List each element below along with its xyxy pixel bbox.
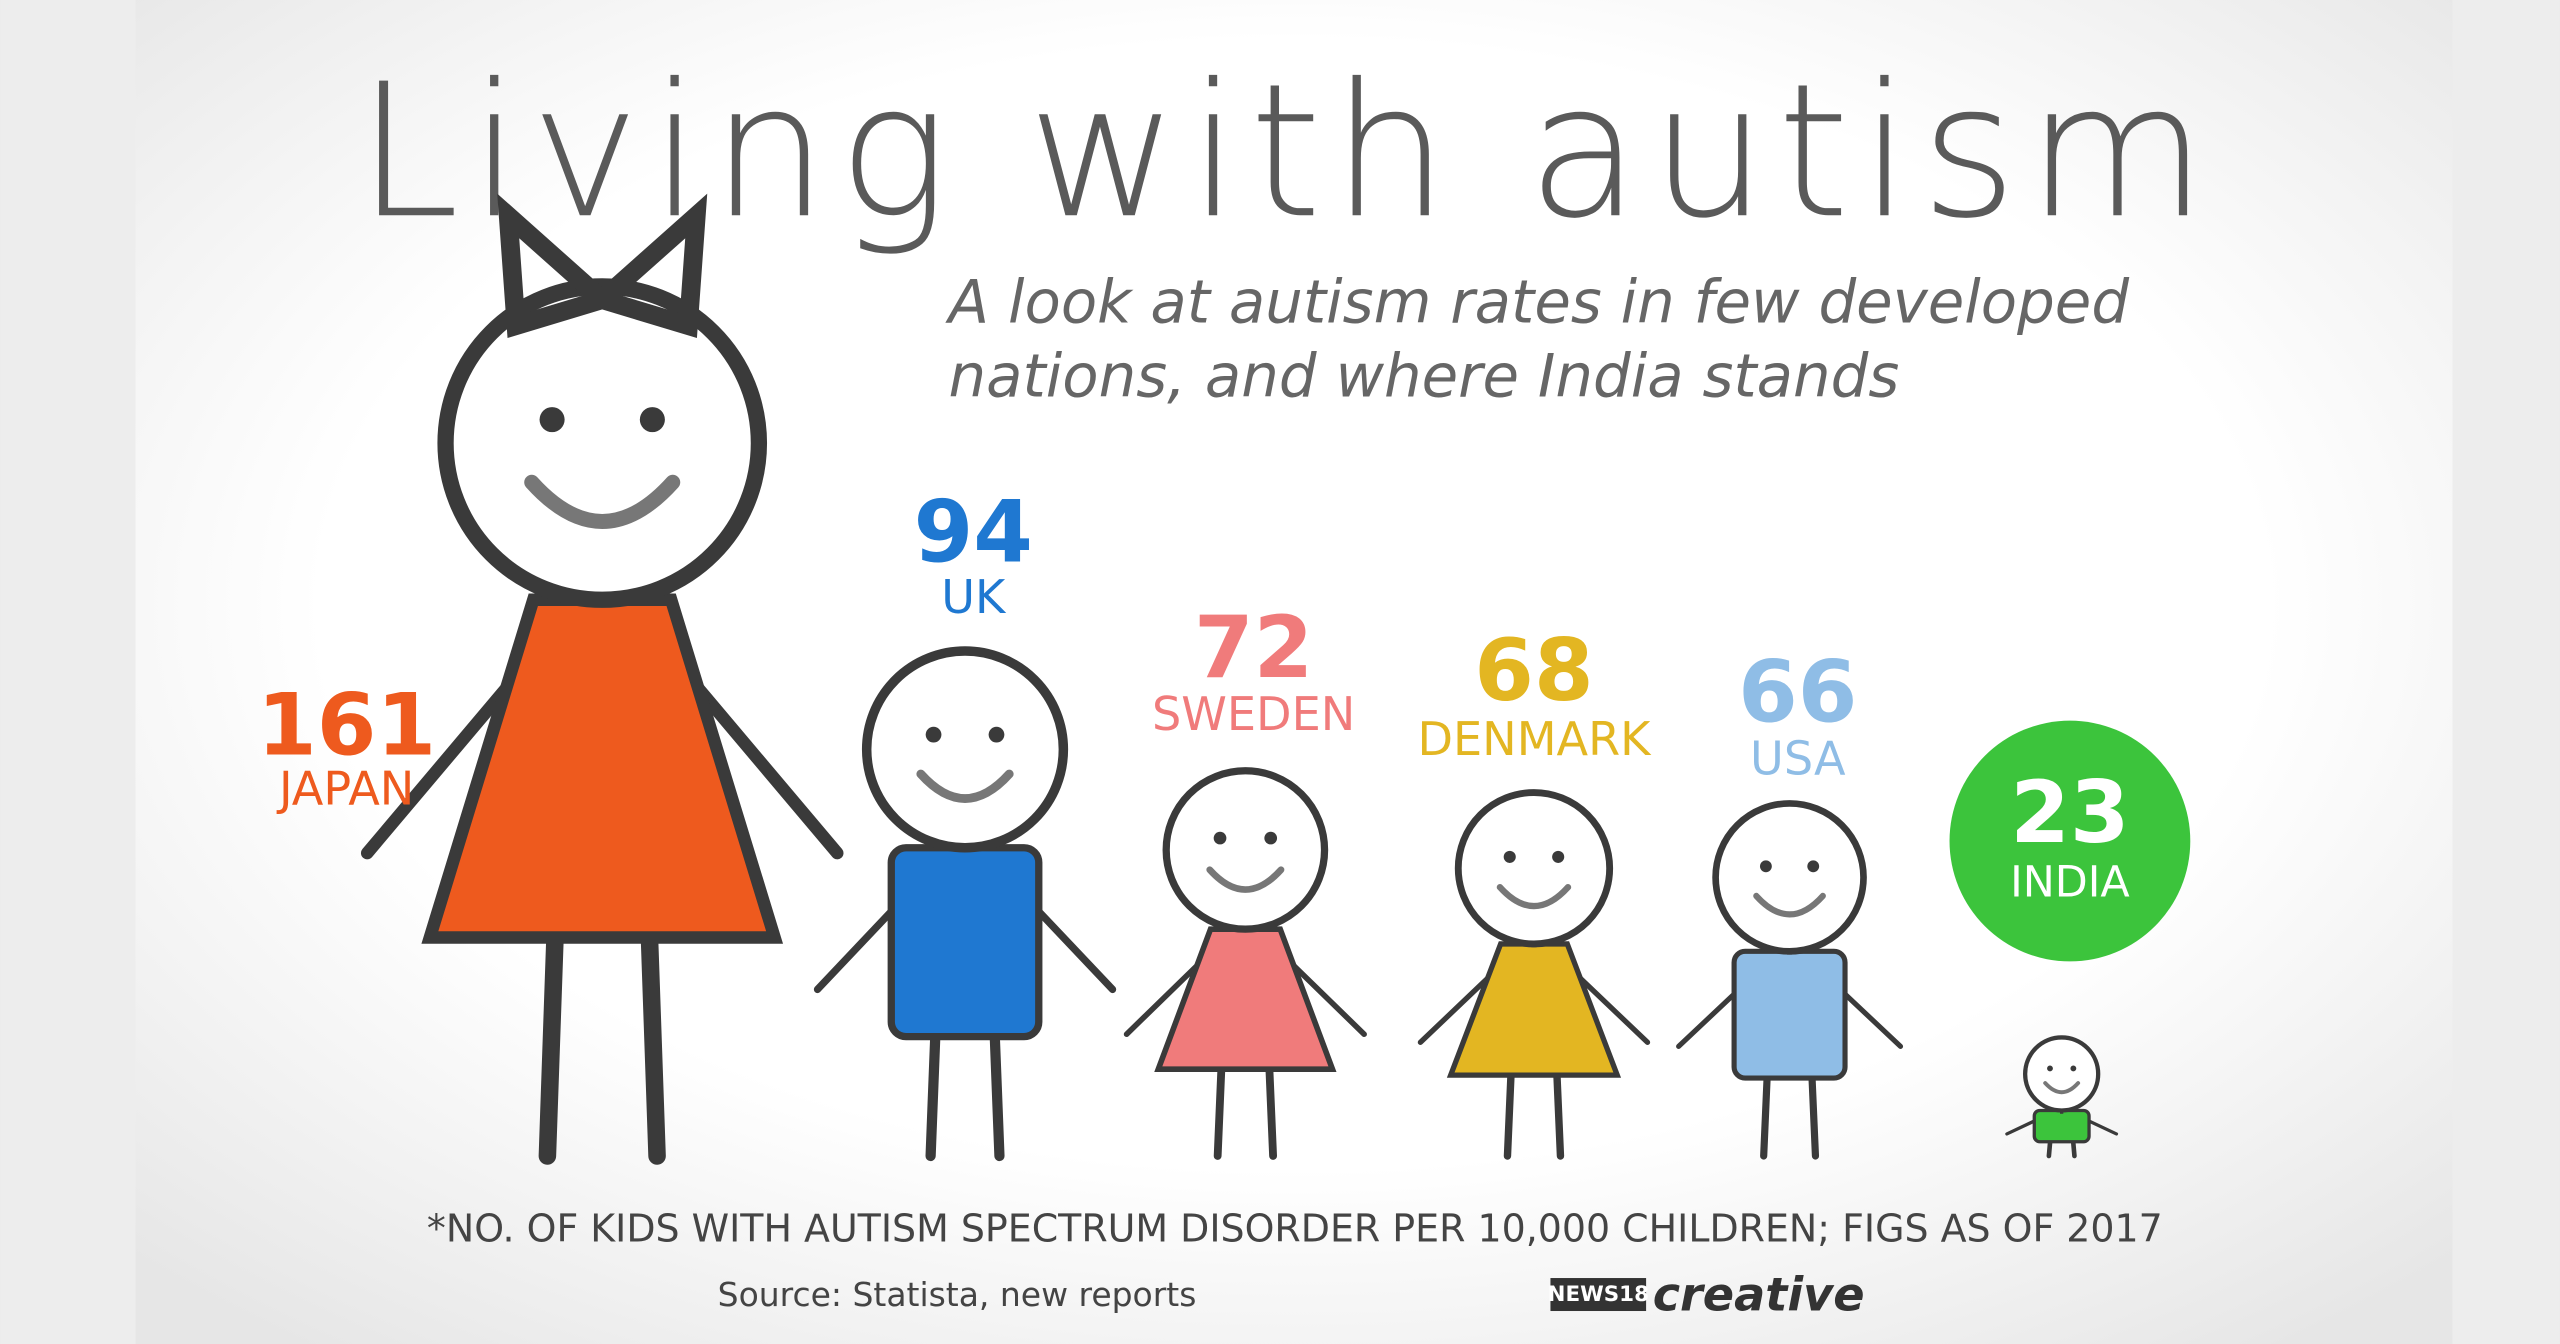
smile — [1496, 884, 1572, 910]
leg — [989, 1024, 1005, 1162]
subtitle: A look at autism rates in few developed — [945, 267, 2130, 336]
credit: creative — [1653, 1268, 1865, 1322]
title: Living with autism — [357, 44, 2217, 259]
source: Source: Statista, new reports — [718, 1275, 1197, 1314]
value-label: 72 — [1194, 598, 1313, 698]
logo: NEWS18 — [1548, 1282, 1649, 1307]
figure — [813, 646, 1117, 1162]
shirt — [887, 844, 1043, 1041]
value-label: 68 — [1474, 621, 1593, 721]
shirt — [2032, 1108, 2091, 1144]
india-badge — [1949, 720, 2191, 962]
eye — [2070, 1065, 2077, 1072]
head — [861, 646, 1069, 853]
head — [437, 278, 768, 608]
category-label: JAPAN — [276, 761, 414, 815]
figures — [360, 193, 2119, 1165]
category-label: USA — [1750, 732, 1846, 786]
value-label: 23 — [2010, 763, 2129, 863]
eye — [1552, 850, 1565, 863]
bow — [497, 193, 708, 338]
smile — [2043, 1081, 2081, 1095]
smile — [524, 474, 681, 529]
head — [1712, 800, 1867, 955]
figure — [1123, 767, 1367, 1160]
leg — [640, 922, 666, 1165]
category-label: UK — [941, 570, 1007, 624]
eye — [539, 407, 565, 433]
eye — [1807, 860, 1820, 873]
eye — [1503, 850, 1516, 863]
head — [1162, 767, 1329, 933]
figure — [360, 193, 844, 1165]
category-label: SWEDEN — [1152, 687, 1355, 741]
figure — [2005, 1035, 2119, 1159]
subtitle: nations, and where India stands — [949, 341, 1900, 410]
category-label: INDIA — [2010, 857, 2130, 907]
leg — [1808, 1067, 1820, 1160]
leg — [925, 1024, 941, 1162]
figure — [1417, 789, 1651, 1160]
leg — [1503, 1064, 1515, 1160]
eye — [2047, 1065, 2053, 1072]
eye — [1213, 831, 1227, 845]
eye — [1759, 860, 1772, 873]
smile — [1753, 892, 1826, 918]
logo-box — [1550, 1278, 1647, 1312]
leg — [538, 922, 564, 1165]
leg — [1552, 1064, 1565, 1160]
smile — [1206, 866, 1285, 893]
value-label: 66 — [1738, 643, 1857, 743]
eye — [639, 407, 665, 433]
value-label: 161 — [257, 676, 436, 776]
value-label: 94 — [914, 483, 1033, 583]
smile — [916, 769, 1014, 803]
leg — [1760, 1067, 1771, 1160]
eye — [988, 726, 1005, 743]
figure — [1676, 800, 1904, 1160]
footnote: *NO. OF KIDS WITH AUTISM SPECTRUM DISORD… — [427, 1207, 2163, 1251]
leg — [1265, 1058, 1278, 1160]
leg — [1213, 1058, 1226, 1160]
head — [2023, 1035, 2101, 1113]
shirt — [1731, 948, 1848, 1081]
head — [1454, 789, 1614, 948]
category-label: DENMARK — [1417, 712, 1652, 766]
eye — [1264, 831, 1278, 845]
eye — [925, 726, 942, 743]
